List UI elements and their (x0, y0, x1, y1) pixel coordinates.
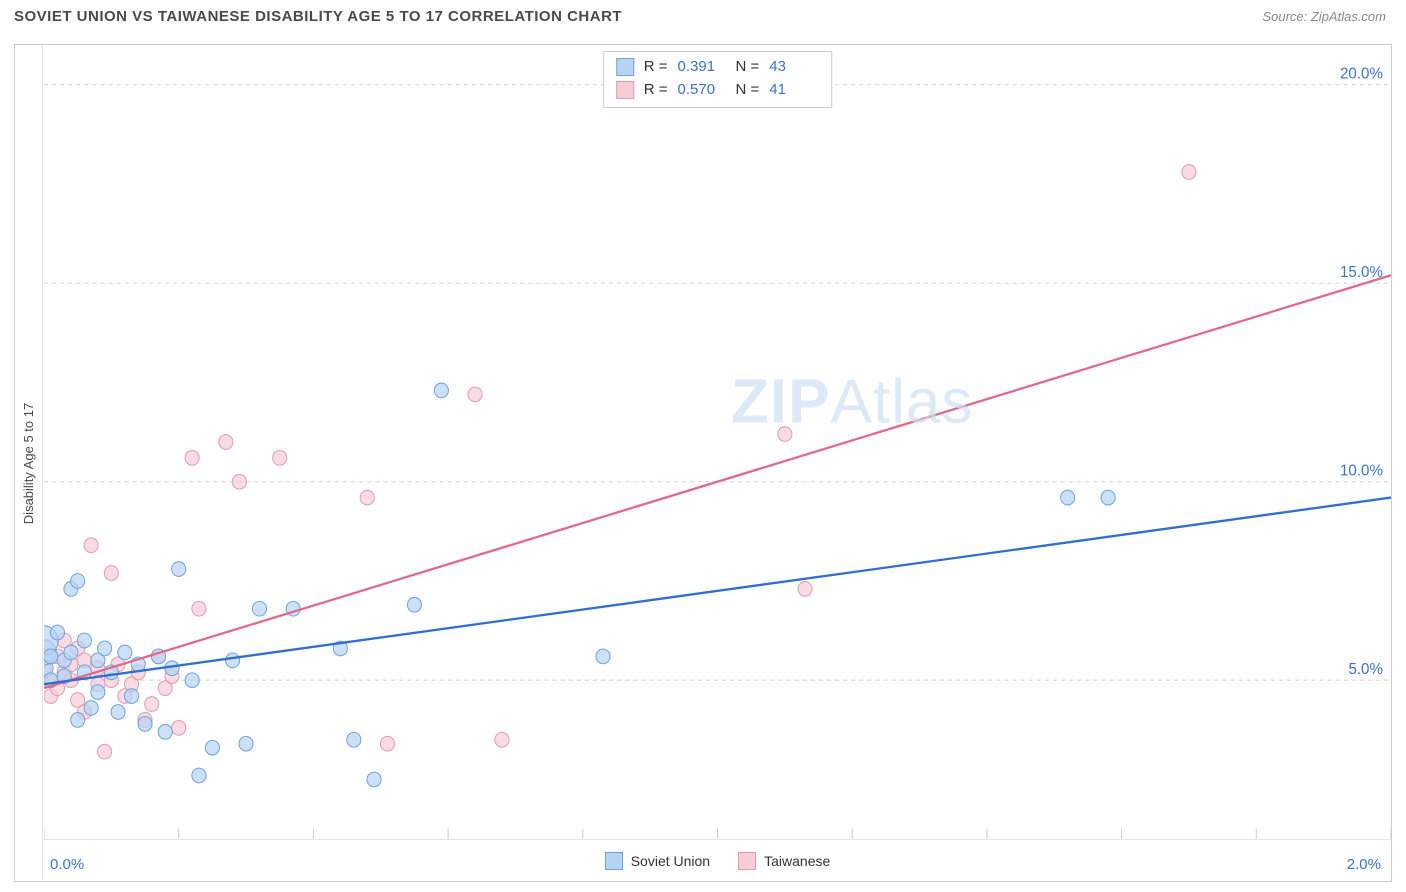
legend-item: Soviet Union (605, 852, 710, 870)
n-value: 43 (769, 56, 817, 79)
chart-title: SOVIET UNION VS TAIWANESE DISABILITY AGE… (14, 8, 622, 25)
r-label: R = (644, 56, 668, 79)
chart-container: Disability Age 5 to 17 5.0% 10.0% 15.0% 20.… (14, 44, 1392, 882)
legend-label: Soviet Union (631, 853, 710, 869)
n-label: N = (736, 79, 760, 102)
r-value: 0.391 (678, 56, 726, 79)
legend-item: Taiwanese (738, 852, 830, 870)
stats-row: R = 0.570 N = 41 (616, 79, 818, 102)
legend-swatch (616, 81, 634, 99)
source-attribution: Source: ZipAtlas.com (1262, 9, 1386, 24)
y-axis-strip: Disability Age 5 to 17 (15, 45, 43, 881)
legend-bottom: Soviet Union Taiwanese (44, 840, 1391, 881)
r-label: R = (644, 79, 668, 102)
x-axis-strip: 0.0% 2.0% Soviet UnionTaiwanese (44, 839, 1391, 881)
n-label: N = (736, 56, 760, 79)
legend-swatch (616, 58, 634, 76)
stats-row: R = 0.391 N = 43 (616, 56, 818, 79)
svg-text:10.0%: 10.0% (1340, 462, 1383, 479)
svg-text:20.0%: 20.0% (1340, 65, 1383, 82)
y-axis-label: Disability Age 5 to 17 (21, 402, 36, 523)
legend-swatch (738, 852, 756, 870)
r-value: 0.570 (678, 79, 726, 102)
correlation-stats-box: R = 0.391 N = 43 R = 0.570 N = 41 (603, 51, 833, 108)
n-value: 41 (769, 79, 817, 102)
svg-text:15.0%: 15.0% (1340, 264, 1383, 281)
legend-swatch (605, 852, 623, 870)
plot-area: 5.0%10.0%15.0%20.0% ZIPAtlas R = 0.391 N… (44, 45, 1391, 839)
legend-label: Taiwanese (764, 853, 830, 869)
svg-text:5.0%: 5.0% (1348, 661, 1383, 678)
